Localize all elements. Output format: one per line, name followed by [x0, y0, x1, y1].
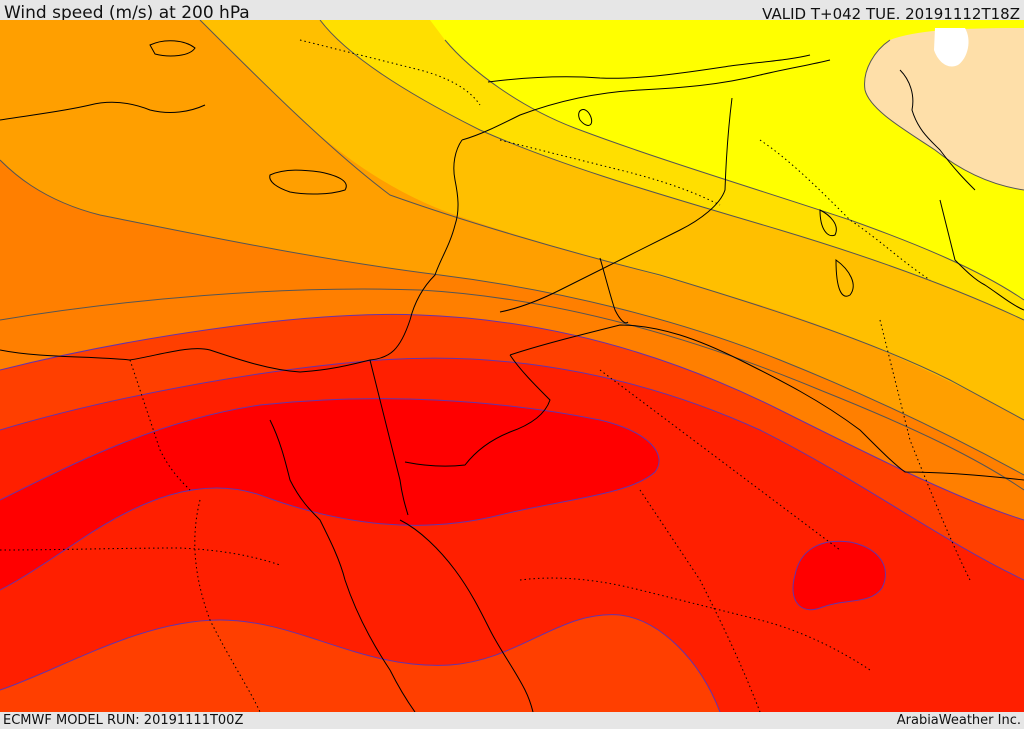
boundary-line	[487, 54, 811, 83]
contour-line	[0, 614, 721, 712]
boundary-line	[129, 359, 191, 491]
boundary-line	[399, 519, 534, 712]
band-red-core	[0, 398, 660, 590]
contour-line	[0, 288, 1024, 491]
boundary-line	[939, 199, 1024, 311]
boundary-line	[599, 257, 629, 324]
boundary-line	[819, 209, 837, 237]
boundary-line	[879, 319, 971, 581]
coastlines	[0, 40, 1024, 712]
credit-label: ArabiaWeather Inc.	[896, 713, 1021, 728]
contour-line	[792, 540, 886, 611]
contour-line	[0, 357, 1024, 581]
boundary-line	[149, 40, 196, 57]
boundary-line	[0, 547, 281, 566]
boundary-line	[404, 354, 551, 467]
contour-line	[864, 39, 1024, 191]
contour-line	[199, 20, 1024, 421]
boundary-line	[299, 39, 481, 106]
political-borders	[404, 54, 1024, 481]
boundary-line	[639, 489, 761, 712]
contour-lines	[0, 20, 1024, 712]
boundary-line	[578, 109, 593, 126]
boundary-line	[499, 139, 721, 206]
contour-line	[0, 313, 1024, 521]
admin-boundaries	[0, 39, 971, 712]
boundary-line	[899, 69, 976, 191]
boundary-line	[759, 139, 931, 281]
band-peach	[864, 28, 1024, 190]
boundary-line	[835, 259, 854, 297]
valid-time-label: VALID T+042 TUE. 20191112T18Z	[762, 5, 1020, 23]
band-white-patch	[934, 28, 969, 67]
map-canvas	[0, 20, 1024, 712]
boundary-line	[519, 577, 871, 671]
band-red-core-small	[792, 541, 886, 610]
map-title: Wind speed (m/s) at 200 hPa	[4, 3, 250, 23]
contour-line	[319, 20, 1024, 321]
boundary-line	[269, 419, 416, 712]
contour-line	[0, 398, 660, 591]
wind-speed-map	[0, 20, 1024, 712]
header-bar: Wind speed (m/s) at 200 hPa VALID T+042 …	[0, 0, 1024, 23]
contour-line	[444, 39, 1024, 301]
boundary-line	[269, 169, 347, 195]
model-run-label: ECMWF MODEL RUN: 20191111T00Z	[3, 713, 244, 728]
boundary-line	[461, 59, 831, 141]
boundary-line	[509, 324, 1024, 481]
boundary-line	[0, 101, 206, 121]
top-left-corner-patch	[0, 20, 140, 55]
boundary-line	[499, 97, 733, 313]
footer-bar: ECMWF MODEL RUN: 20191111T00Z ArabiaWeat…	[0, 712, 1024, 729]
boundary-line	[194, 499, 261, 712]
boundary-line	[369, 359, 409, 516]
boundary-line	[599, 369, 841, 551]
contour-line	[0, 159, 1024, 476]
